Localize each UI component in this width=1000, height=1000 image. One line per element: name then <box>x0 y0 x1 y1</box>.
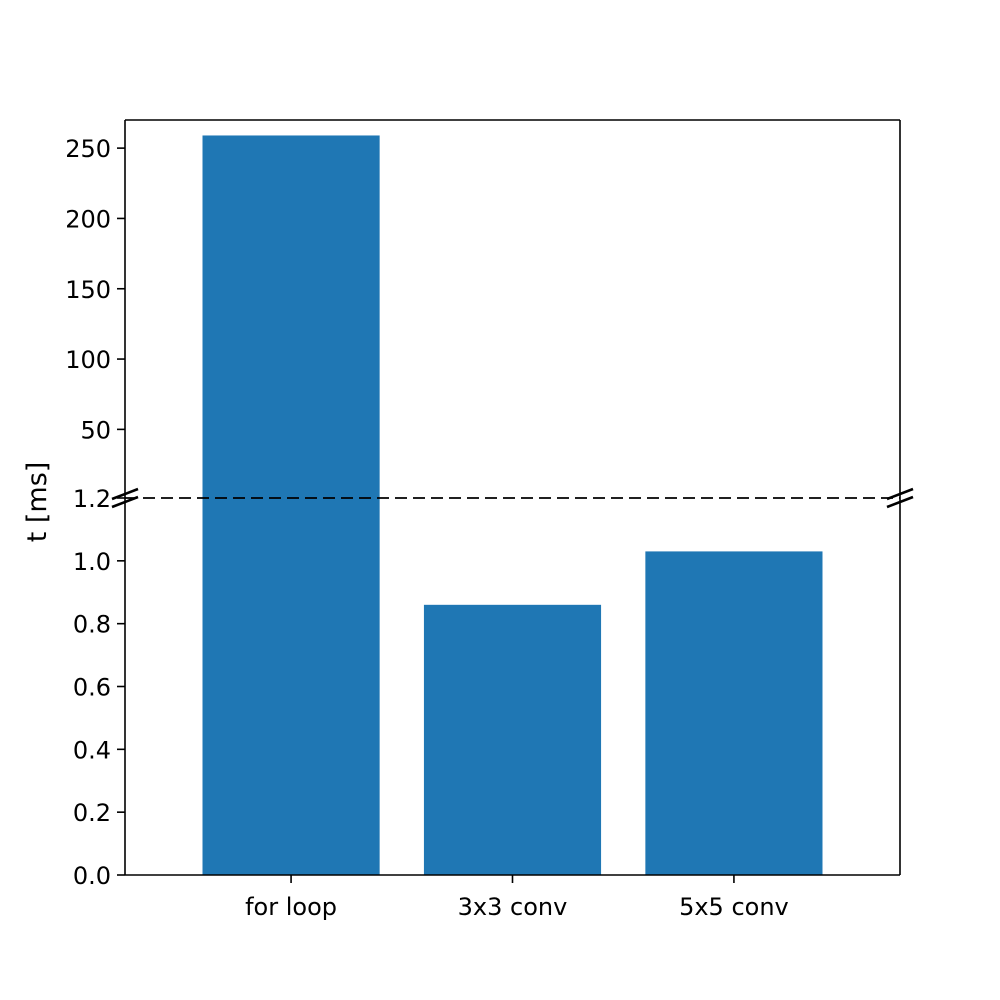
right-break-mark <box>886 487 914 501</box>
right-break-mark <box>886 495 914 509</box>
x-tick-label: for loop <box>245 893 337 921</box>
y-tick-label: 0.8 <box>73 611 111 639</box>
bars <box>202 135 823 876</box>
y-tick-label: 50 <box>80 416 111 444</box>
left-break-mark <box>111 495 139 509</box>
x-tick-label: 5x5 conv <box>679 893 789 921</box>
y-tick-label: 150 <box>65 276 111 304</box>
y-tick-label: 0.0 <box>73 862 111 890</box>
y-tick-label: 0.4 <box>73 736 111 764</box>
y-tick-label: 200 <box>65 205 111 233</box>
left-break-mark <box>111 487 139 501</box>
ticks: for loop 3x3 conv 5x5 conv 0.0 0.2 0.4 0.6 0.8 1… <box>65 135 789 921</box>
y-tick-label: 1.2 <box>73 485 111 513</box>
y-tick-label: 250 <box>65 135 111 163</box>
y-tick-label: 0.2 <box>73 799 111 827</box>
bar-5x5-conv <box>645 551 823 875</box>
bar-for-loop <box>202 135 380 876</box>
y-tick-label: 1.0 <box>73 548 111 576</box>
y-tick-label: 100 <box>65 346 111 374</box>
y-tick-label: 0.6 <box>73 674 111 702</box>
bar-3x3-conv <box>423 604 602 875</box>
y-axis-label: t [ms] <box>22 462 53 543</box>
x-tick-label: 3x3 conv <box>458 893 568 921</box>
